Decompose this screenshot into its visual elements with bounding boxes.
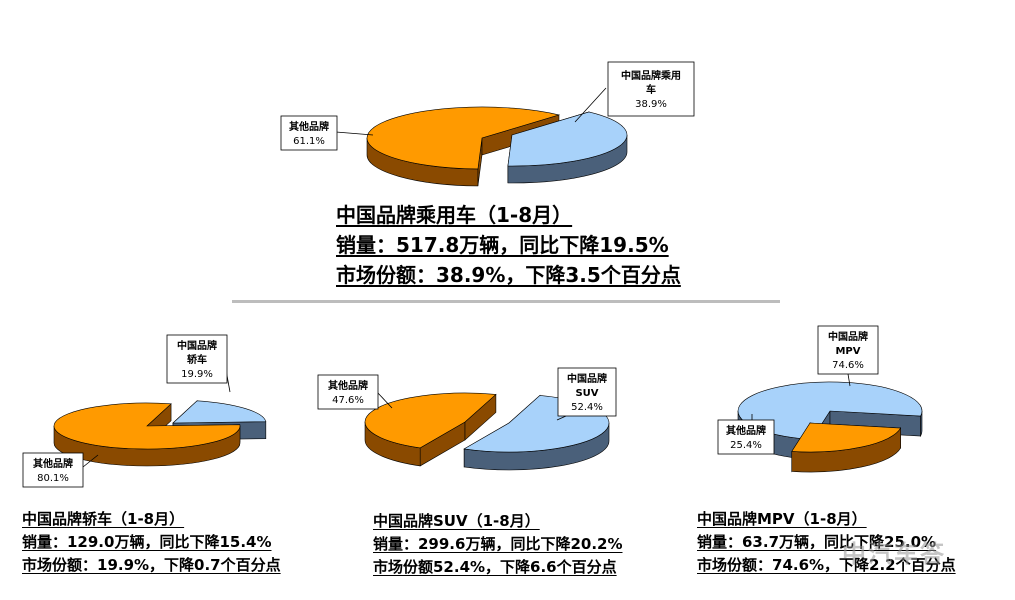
- pie-sedan-value-label-1: 80.1%: [37, 473, 69, 484]
- caption-passenger-line-3: 市场份额：38.9%，下降3.5个百分点: [336, 263, 681, 287]
- pie-passenger-name-label-1: 其他品牌: [289, 120, 329, 133]
- caption-mpv: 中国品牌MPV（1-8月） 销量：63.7万辆，同比下降25.0% 市场份额：7…: [697, 508, 956, 577]
- pie-passenger-label-box-1: [280, 115, 338, 151]
- pie-sedan-label-box-1: [22, 452, 84, 488]
- pie-sedan-slice-0: [172, 400, 267, 424]
- pie-suv-value-label-0: 52.4%: [571, 402, 603, 413]
- pie-mpv-label-box-1: [717, 419, 775, 455]
- pie-suv-name-label-1: 其他品牌: [328, 379, 368, 392]
- pie-mpv: 中国品牌 MPV 74.6% 其他品牌 25.4%: [717, 325, 923, 473]
- caption-mpv-line-2: 销量：63.7万辆，同比下降25.0%: [697, 533, 937, 551]
- pie-suv-leader-0: [556, 415, 567, 421]
- pie-mpv-label-box-0: [817, 325, 879, 375]
- caption-suv-line-3: 市场份额52.4%，下降6.6个百分点: [373, 558, 617, 576]
- pie-mpv-value-label-0: 74.6%: [832, 360, 864, 371]
- caption-sedan: 中国品牌轿车（1-8月） 销量：129.0万辆，同比下降15.4% 市场份额：1…: [22, 508, 281, 577]
- pie-passenger-value-label-0: 38.9%: [635, 99, 667, 110]
- pie-suv-name-label-0: SUV: [575, 388, 598, 399]
- pie-mpv-value-label-1: 25.4%: [730, 440, 762, 451]
- pie-sedan-name-label-0: 轿车: [187, 353, 207, 366]
- pie-passenger-label-box-0: [607, 61, 695, 117]
- pie-sedan-leader-1: [82, 454, 99, 468]
- pie-mpv-name-label-0: 中国品牌: [828, 330, 868, 343]
- pie-suv: 中国品牌 SUV 52.4% 其他品牌 47.6%: [317, 367, 617, 471]
- section-divider: [232, 300, 780, 303]
- pie-suv-label-box-1: [317, 374, 379, 410]
- pie-passenger-leader-0: [574, 87, 607, 123]
- pie-sedan-name-label-0: 中国品牌: [177, 339, 217, 352]
- caption-mpv-line-1: 中国品牌MPV（1-8月）: [697, 510, 867, 528]
- pie-sedan-slice-1: [53, 402, 241, 450]
- pie-suv-value-label-1: 47.6%: [332, 395, 364, 406]
- pie-sedan-value-label-0: 19.9%: [181, 369, 213, 380]
- caption-passenger-line-1: 中国品牌乘用车（1-8月）: [336, 203, 573, 227]
- caption-passenger-line-2: 销量：517.8万辆，同比下降19.5%: [336, 233, 669, 257]
- pie-suv-name-label-0: 中国品牌: [567, 372, 607, 385]
- pie-sedan-label-box-0: [166, 334, 228, 384]
- pie-passenger-name-label-0: 中国品牌乘用: [621, 69, 681, 82]
- caption-suv-line-1: 中国品牌SUV（1-8月）: [373, 512, 540, 530]
- pie-mpv-name-label-0: MPV: [835, 346, 860, 357]
- caption-sedan-line-3: 市场份额：19.9%，下降0.7个百分点: [22, 556, 281, 574]
- pie-sedan: 中国品牌轿车 19.9% 其他品牌 80.1%: [22, 334, 267, 488]
- pie-mpv-name-label-1: 其他品牌: [726, 424, 766, 437]
- caption-sedan-line-2: 销量：129.0万辆，同比下降15.4%: [22, 533, 272, 551]
- pie-passenger-slice-0: [507, 111, 628, 167]
- pie-mpv-leader-0: [847, 373, 851, 387]
- pie-passenger: 中国品牌乘用车 38.9% 其他品牌 61.1%: [280, 61, 695, 187]
- pie-sedan-name-label-1: 其他品牌: [33, 457, 73, 470]
- caption-sedan-line-1: 中国品牌轿车（1-8月）: [22, 510, 185, 528]
- pie-passenger-leader-1: [335, 131, 374, 136]
- pie-suv-label-box-0: [557, 367, 617, 417]
- watermark: 中汽车答: [842, 540, 946, 568]
- pie-suv-slice-1: [364, 392, 497, 449]
- caption-suv-line-2: 销量：299.6万辆，同比下降20.2%: [373, 535, 623, 553]
- pie-passenger-name-label-0: 车: [646, 83, 656, 96]
- caption-suv: 中国品牌SUV（1-8月） 销量：299.6万辆，同比下降20.2% 市场份额5…: [373, 510, 623, 579]
- pie-mpv-slice-1: [791, 422, 902, 453]
- caption-passenger: 中国品牌乘用车（1-8月） 销量：517.8万辆，同比下降19.5% 市场份额：…: [336, 200, 681, 290]
- pie-passenger-slice-1: [366, 106, 561, 170]
- caption-mpv-line-3: 市场份额：74.6%，下降2.2个百分点: [697, 556, 956, 574]
- pie-passenger-value-label-1: 61.1%: [293, 136, 325, 147]
- pie-suv-leader-1: [376, 391, 393, 409]
